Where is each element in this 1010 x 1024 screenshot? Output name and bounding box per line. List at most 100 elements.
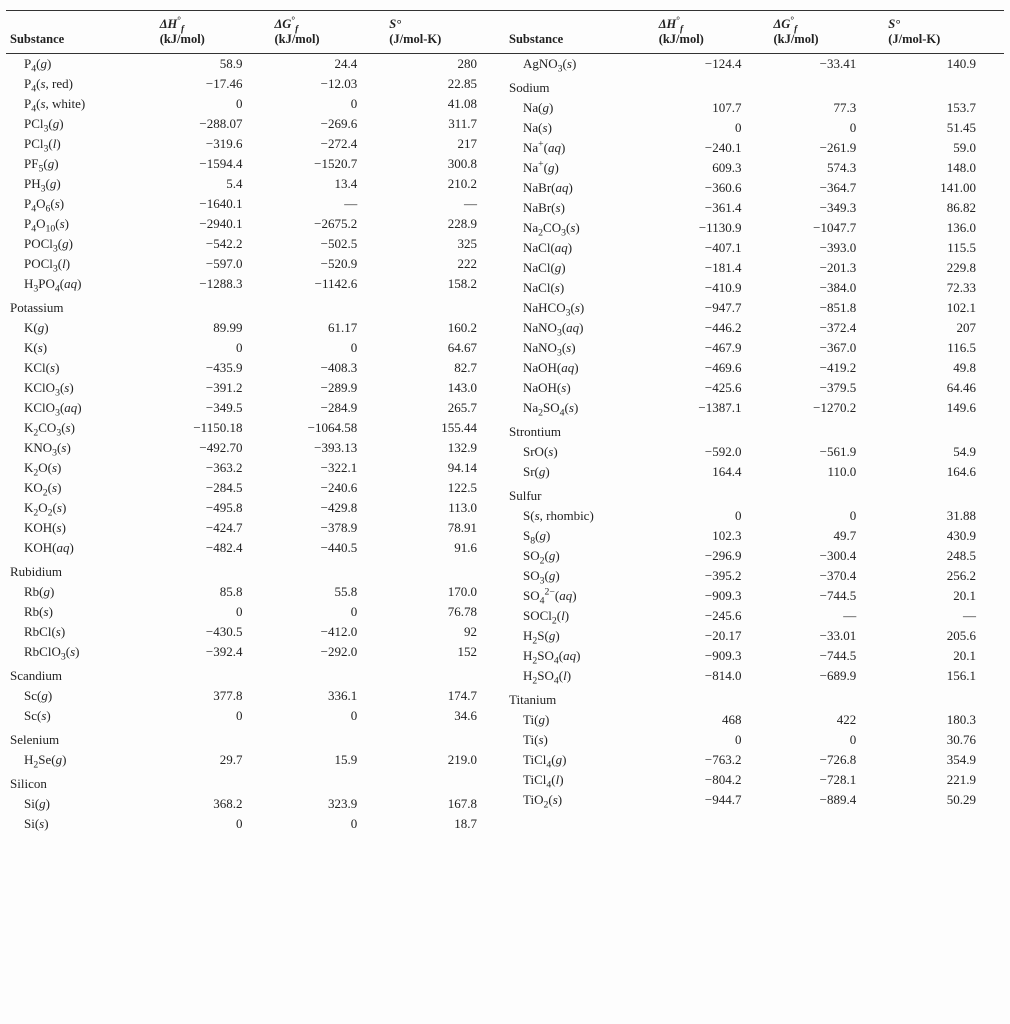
value-cell: 0 (655, 730, 770, 750)
table-row: S8(g)102.349.7430.9 (505, 526, 1004, 546)
value-cell: 115.5 (884, 238, 1004, 258)
value-cell: 20.1 (884, 646, 1004, 666)
table-row: NaOH(s)−425.6−379.564.46 (505, 378, 1004, 398)
value-cell: 265.7 (385, 398, 505, 418)
value-cell: −425.6 (655, 378, 770, 398)
substance-cell: NaCl(s) (505, 278, 655, 298)
table-row: RbClO3(s)−392.4−292.0152 (6, 642, 505, 662)
table-row: SO42−(aq)−909.3−744.520.1 (505, 586, 1004, 606)
value-cell: −319.6 (156, 134, 271, 154)
value-cell: 354.9 (884, 750, 1004, 770)
value-cell: −1150.18 (156, 418, 271, 438)
value-cell: — (884, 606, 1004, 626)
value-cell: −384.0 (769, 278, 884, 298)
value-cell: −393.13 (270, 438, 385, 458)
section-header: Scandium (6, 662, 505, 686)
table-row: P4O10(s)−2940.1−2675.2228.9 (6, 214, 505, 234)
substance-cell: KO2(s) (6, 478, 156, 498)
value-cell: −349.3 (769, 198, 884, 218)
table-row: POCl3(g)−542.2−502.5325 (6, 234, 505, 254)
substance-cell: TiO2(s) (505, 790, 655, 810)
table-row: Sr(g)164.4110.0164.6 (505, 462, 1004, 482)
table-row: KClO3(s)−391.2−289.9143.0 (6, 378, 505, 398)
substance-cell: K(g) (6, 318, 156, 338)
table-row: NaBr(aq)−360.6−364.7141.00 (505, 178, 1004, 198)
value-cell: −361.4 (655, 198, 770, 218)
value-cell: 49.7 (769, 526, 884, 546)
value-cell: −261.9 (769, 138, 884, 158)
substance-cell: S8(g) (505, 526, 655, 546)
table-row: TiCl4(l)−804.2−728.1221.9 (505, 770, 1004, 790)
section-header: Sodium (505, 74, 1004, 98)
value-cell: −269.6 (270, 114, 385, 134)
value-cell: −12.03 (270, 74, 385, 94)
substance-cell: P4O6(s) (6, 194, 156, 214)
value-cell: 85.8 (156, 582, 271, 602)
value-cell: 152 (385, 642, 505, 662)
value-cell: −240.6 (270, 478, 385, 498)
table-row: Na+(aq)−240.1−261.959.0 (505, 138, 1004, 158)
value-cell: 336.1 (270, 686, 385, 706)
value-cell: −349.5 (156, 398, 271, 418)
substance-cell: Na+(g) (505, 158, 655, 178)
value-cell: −407.1 (655, 238, 770, 258)
table-row: K2O(s)−363.2−322.194.14 (6, 458, 505, 478)
table-row: Rb(s)0076.78 (6, 602, 505, 622)
value-cell: 50.29 (884, 790, 1004, 810)
table-row: Ti(g)468422180.3 (505, 710, 1004, 730)
value-cell: 76.78 (385, 602, 505, 622)
value-cell: 164.4 (655, 462, 770, 482)
value-cell: −482.4 (156, 538, 271, 558)
value-cell: 122.5 (385, 478, 505, 498)
value-cell: 49.8 (884, 358, 1004, 378)
col-s: S° (J/mol-K) (385, 11, 505, 54)
value-cell: 170.0 (385, 582, 505, 602)
value-cell: −367.0 (769, 338, 884, 358)
value-cell: 300.8 (385, 154, 505, 174)
value-cell: 229.8 (884, 258, 1004, 278)
col-substance: Substance (6, 11, 156, 54)
table-row: Silicon (6, 770, 505, 794)
substance-cell: NaOH(s) (505, 378, 655, 398)
value-cell: 210.2 (385, 174, 505, 194)
value-cell: −597.0 (156, 254, 271, 274)
value-cell: −502.5 (270, 234, 385, 254)
value-cell: 143.0 (385, 378, 505, 398)
value-cell: 24.4 (270, 54, 385, 75)
value-cell: 94.14 (385, 458, 505, 478)
value-cell: 61.17 (270, 318, 385, 338)
value-cell: 422 (769, 710, 884, 730)
substance-cell: Ti(s) (505, 730, 655, 750)
value-cell: 0 (769, 730, 884, 750)
value-cell: 22.85 (385, 74, 505, 94)
value-cell: −408.3 (270, 358, 385, 378)
value-cell: −392.4 (156, 642, 271, 662)
value-cell: 325 (385, 234, 505, 254)
table-row: Sulfur (505, 482, 1004, 506)
value-cell: 5.4 (156, 174, 271, 194)
value-cell: −379.5 (769, 378, 884, 398)
table-row: Sodium (505, 74, 1004, 98)
table-row: PCl3(g)−288.07−269.6311.7 (6, 114, 505, 134)
value-cell: −2675.2 (270, 214, 385, 234)
value-cell: −814.0 (655, 666, 770, 686)
substance-cell: Ti(g) (505, 710, 655, 730)
value-cell: 280 (385, 54, 505, 75)
value-cell: 136.0 (884, 218, 1004, 238)
substance-cell: KClO3(s) (6, 378, 156, 398)
substance-cell: PCl3(l) (6, 134, 156, 154)
value-cell: −412.0 (270, 622, 385, 642)
col-dhf: ΔH°f (kJ/mol) (156, 11, 271, 54)
value-cell: −1594.4 (156, 154, 271, 174)
value-cell: 86.82 (884, 198, 1004, 218)
table-row: H2Se(g)29.715.9219.0 (6, 750, 505, 770)
substance-cell: H2Se(g) (6, 750, 156, 770)
table-row: H2SO4(l)−814.0−689.9156.1 (505, 666, 1004, 686)
value-cell: 219.0 (385, 750, 505, 770)
value-cell: 64.67 (385, 338, 505, 358)
table-row: Titanium (505, 686, 1004, 710)
value-cell: 0 (156, 814, 271, 834)
value-cell: 41.08 (385, 94, 505, 114)
substance-cell: H2S(g) (505, 626, 655, 646)
value-cell: 78.91 (385, 518, 505, 538)
